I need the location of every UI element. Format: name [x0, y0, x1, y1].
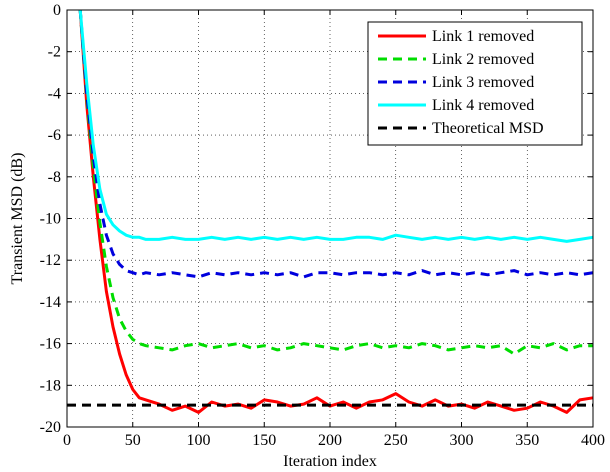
legend-label: Link 3 removed [432, 74, 534, 91]
x-tick-label: 150 [252, 432, 276, 449]
y-tick-label: -20 [40, 419, 61, 436]
legend-box [367, 21, 583, 146]
series-line-4 [78, 9, 594, 243]
x-tick-label: 250 [384, 432, 408, 449]
y-tick-label: -14 [40, 294, 61, 311]
y-tick-label: 0 [53, 2, 61, 19]
series-line-3 [78, 9, 594, 279]
x-tick-label: 100 [187, 432, 211, 449]
y-tick-label: -12 [40, 252, 61, 269]
x-axis-label: Iteration index [283, 453, 377, 470]
series-line-1 [78, 9, 594, 414]
ticks: 0 50 100 150 200 250 300 350 400 0 -2 -4 -6 -8 -10 -12 -… [40, 2, 605, 449]
legend-label: Theoretical MSD [432, 120, 544, 137]
y-axis-label: Transient MSD (dB) [9, 153, 26, 285]
y-tick-label: -16 [40, 336, 61, 353]
legend-label: Link 2 removed [432, 51, 534, 68]
y-tick-label: -4 [48, 85, 61, 102]
legend: Link 1 removed Link 2 removed Link 3 remov… [367, 21, 583, 146]
y-tick-label: -8 [48, 169, 61, 186]
y-tick-label: -10 [40, 211, 61, 228]
x-tick-label: 350 [515, 432, 539, 449]
x-tick-label: 400 [581, 432, 605, 449]
legend-label: Link 1 removed [432, 28, 534, 45]
y-tick-label: -18 [40, 377, 61, 394]
x-tick-label: 0 [63, 432, 71, 449]
y-tick-label: -2 [48, 44, 61, 61]
x-tick-label: 50 [125, 432, 141, 449]
x-tick-label: 300 [450, 432, 474, 449]
series-layer [67, 9, 594, 414]
legend-label: Link 4 removed [432, 97, 534, 114]
y-tick-label: -6 [48, 127, 61, 144]
x-tick-label: 200 [318, 432, 342, 449]
series-line-2 [78, 9, 593, 356]
